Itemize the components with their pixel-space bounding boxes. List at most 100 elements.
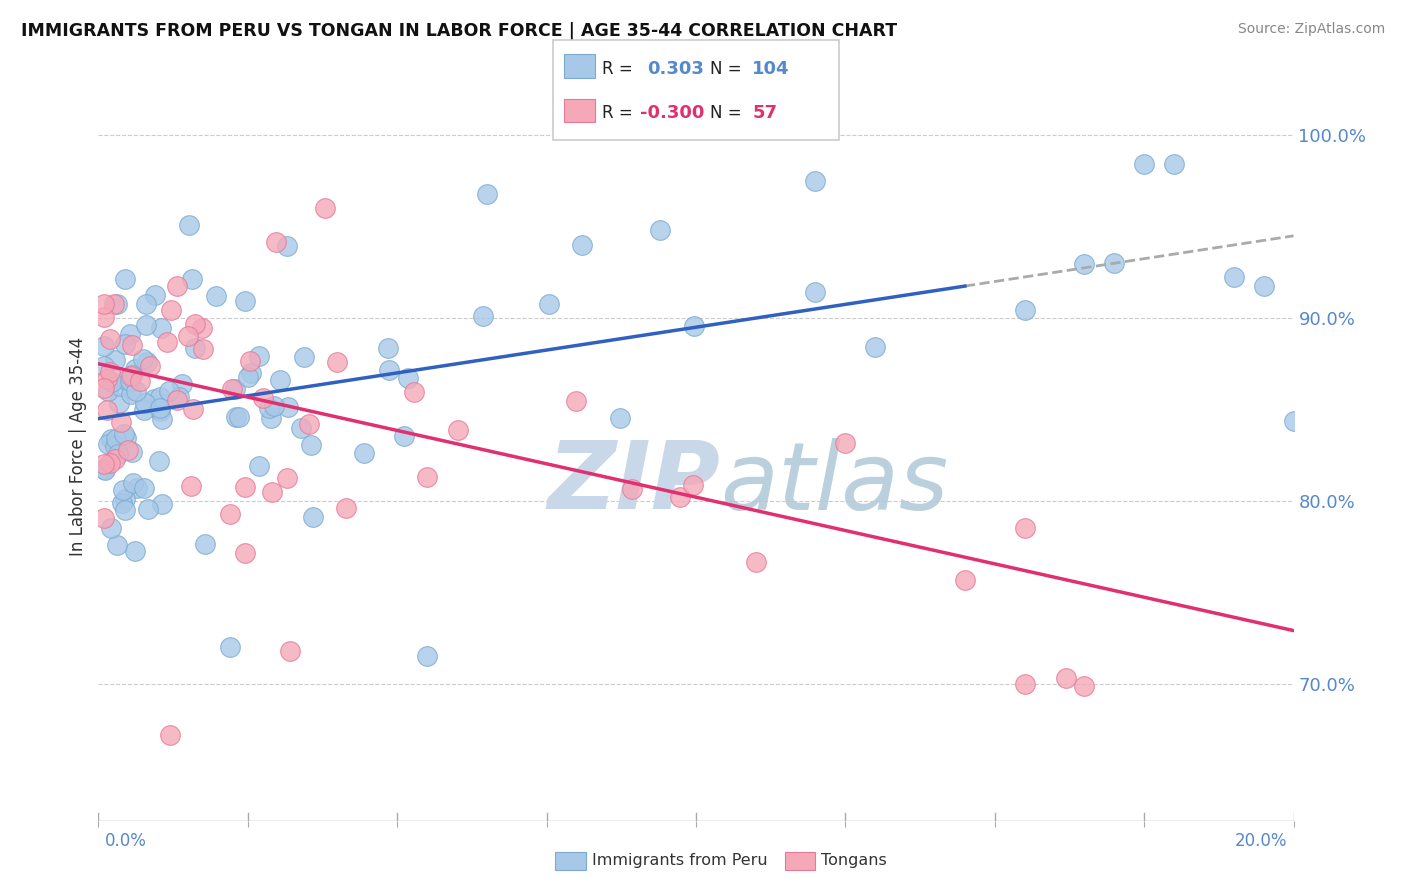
Point <box>103 353 125 368</box>
Text: 57: 57 <box>752 104 778 122</box>
Point <box>121 338 143 352</box>
Point <box>115 431 138 445</box>
Point <box>335 501 357 516</box>
Point <box>404 385 426 400</box>
Point <box>124 543 146 558</box>
Text: N =: N = <box>710 60 741 78</box>
Point <box>93 297 115 311</box>
Text: Immigrants from Peru: Immigrants from Peru <box>592 854 768 868</box>
Point <box>260 410 283 425</box>
Point <box>142 392 165 406</box>
Point <box>249 458 271 473</box>
Point <box>120 387 142 401</box>
Point <box>128 374 150 388</box>
Point <box>834 435 856 450</box>
Point <box>260 484 283 499</box>
Point <box>239 353 262 368</box>
Point <box>114 337 136 351</box>
Point <box>1014 521 1036 535</box>
Point <box>93 462 115 476</box>
Point <box>157 384 180 398</box>
Point <box>118 327 141 342</box>
Point <box>745 555 768 569</box>
Point <box>105 538 128 552</box>
Point <box>269 373 291 387</box>
Point <box>139 359 162 373</box>
Point <box>204 289 226 303</box>
Point <box>183 317 205 331</box>
Point <box>471 309 494 323</box>
Point <box>136 502 159 516</box>
Text: 0.303: 0.303 <box>647 60 703 78</box>
Point <box>252 392 274 406</box>
Point <box>378 363 401 377</box>
Text: 20.0%: 20.0% <box>1234 831 1288 849</box>
Point <box>114 271 136 285</box>
Point <box>392 429 415 443</box>
Point <box>93 457 115 471</box>
Point <box>865 340 887 354</box>
Point <box>107 396 129 410</box>
Point <box>1056 671 1078 685</box>
Point <box>193 343 215 357</box>
Point <box>264 235 287 249</box>
Point <box>159 728 181 742</box>
Point <box>132 402 155 417</box>
Text: Source: ZipAtlas.com: Source: ZipAtlas.com <box>1237 22 1385 37</box>
Point <box>1073 257 1095 271</box>
Point <box>650 223 672 237</box>
Point <box>125 482 148 496</box>
Point <box>122 475 145 490</box>
Point <box>149 401 172 416</box>
Point <box>105 297 128 311</box>
Point <box>276 471 298 485</box>
Point <box>537 296 560 310</box>
Text: Tongans: Tongans <box>821 854 887 868</box>
Point <box>93 310 115 324</box>
Point <box>121 445 143 459</box>
Point <box>104 452 127 467</box>
Point <box>298 417 321 431</box>
Point <box>396 371 419 385</box>
Point <box>148 453 170 467</box>
Point <box>247 350 270 364</box>
Point <box>278 643 301 657</box>
Point <box>96 402 118 417</box>
Point <box>93 510 115 524</box>
Point <box>177 218 200 232</box>
Point <box>135 355 157 369</box>
Point <box>121 368 143 383</box>
Point <box>1133 157 1156 171</box>
Point <box>104 439 127 453</box>
Text: R =: R = <box>602 60 633 78</box>
Point <box>377 341 399 355</box>
Point <box>475 186 498 201</box>
Point <box>1073 679 1095 693</box>
Point <box>166 392 188 407</box>
Point <box>98 332 121 346</box>
Point <box>149 404 172 418</box>
Point <box>219 508 242 522</box>
Text: N =: N = <box>710 104 741 122</box>
Point <box>135 297 157 311</box>
Point <box>353 445 375 459</box>
Point <box>1014 302 1036 317</box>
Text: 0.0%: 0.0% <box>104 831 146 849</box>
Point <box>93 339 115 353</box>
Point <box>233 294 256 309</box>
Point <box>93 463 115 477</box>
Point <box>299 437 322 451</box>
Point <box>98 365 121 379</box>
Point <box>105 432 128 446</box>
Point <box>682 319 704 334</box>
Point <box>1223 269 1246 284</box>
Point <box>97 436 120 450</box>
Text: 104: 104 <box>752 60 790 78</box>
Point <box>183 341 205 355</box>
Point <box>152 497 174 511</box>
Point <box>150 412 173 426</box>
Point <box>120 369 142 384</box>
Text: IMMIGRANTS FROM PERU VS TONGAN IN LABOR FORCE | AGE 35-44 CORRELATION CHART: IMMIGRANTS FROM PERU VS TONGAN IN LABOR … <box>21 22 897 40</box>
Point <box>100 432 122 446</box>
Point <box>1104 256 1126 270</box>
